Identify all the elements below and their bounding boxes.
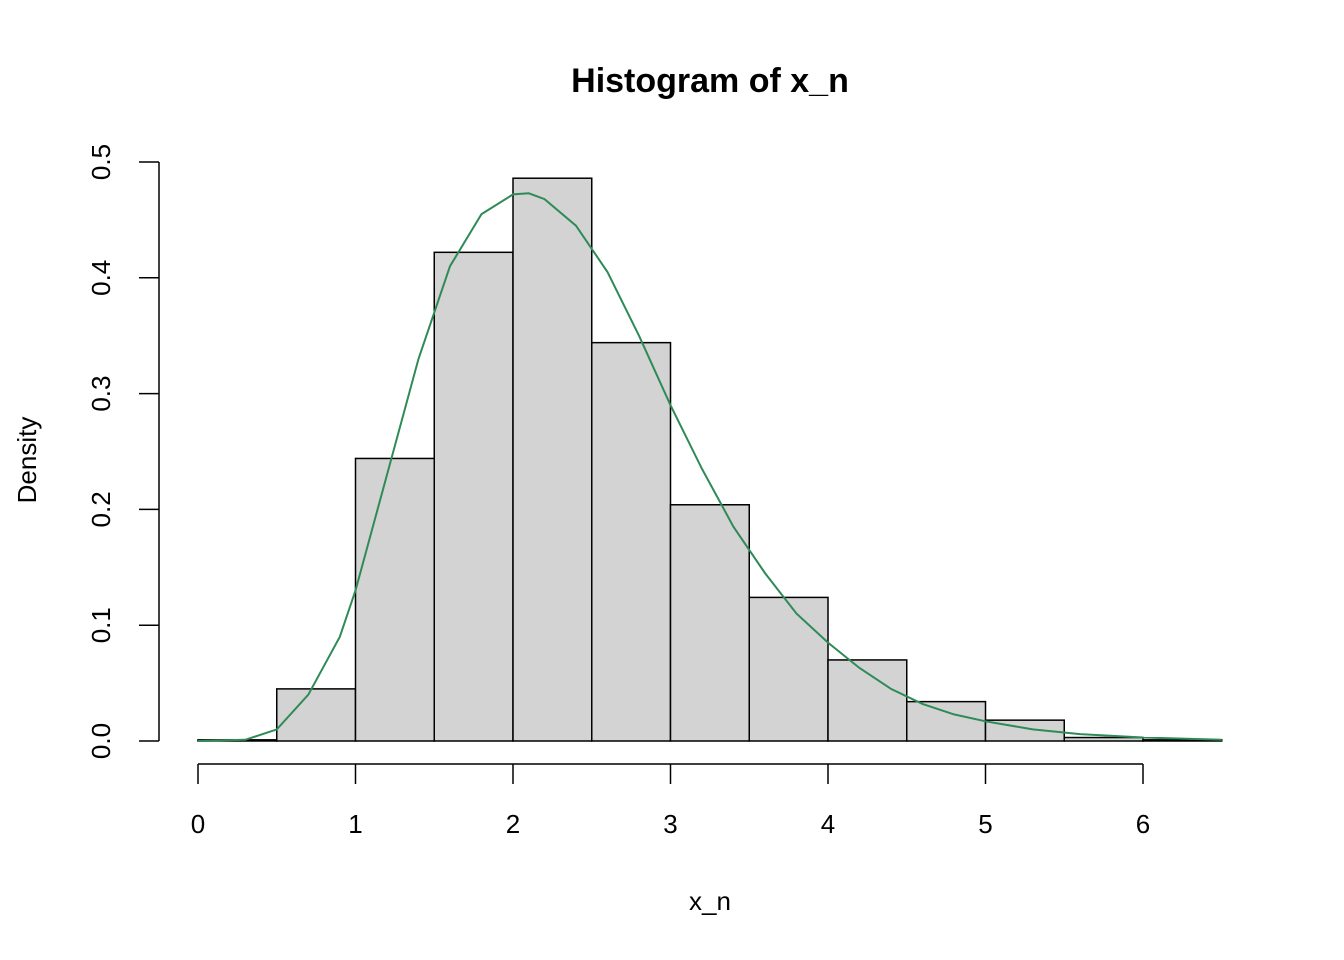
y-tick-label-3: 0.3 [86, 376, 116, 412]
density-curve [197, 192, 1222, 742]
histogram-bar-6 [669, 504, 750, 742]
x-tick-label-1: 1 [348, 809, 362, 839]
histogram-bar-9 [906, 700, 987, 742]
y-axis-label: Density [12, 417, 42, 504]
y-tick-label-1: 0.1 [86, 607, 116, 643]
x-tick-label-6: 6 [1136, 809, 1150, 839]
histogram-bar-3 [433, 251, 514, 742]
x-axis-label: x_n [689, 886, 731, 916]
y-tick-label-0: 0.0 [86, 723, 116, 759]
histogram-bar-8 [827, 659, 908, 742]
x-axis: 0 1 2 3 4 5 6 [191, 763, 1150, 839]
chart-title: Histogram of x_n [571, 62, 849, 100]
histogram-bars [197, 177, 1223, 742]
x-tick-label-5: 5 [978, 809, 992, 839]
histogram-bar-2 [354, 457, 435, 742]
y-axis: 0.0 0.1 0.2 0.3 0.4 0.5 [86, 144, 160, 759]
x-tick-label-4: 4 [821, 809, 835, 839]
histogram-bar-4 [512, 177, 593, 742]
x-tick-label-0: 0 [191, 809, 205, 839]
histogram-bar-1 [276, 688, 357, 742]
x-tick-label-2: 2 [506, 809, 520, 839]
histogram-bar-7 [748, 596, 829, 742]
y-tick-label-5: 0.5 [86, 144, 116, 180]
histogram-bar-5 [591, 341, 672, 742]
x-tick-label-3: 3 [663, 809, 677, 839]
y-tick-label-4: 0.4 [86, 260, 116, 296]
histogram-bar-11 [1063, 736, 1144, 742]
y-tick-label-2: 0.2 [86, 491, 116, 527]
